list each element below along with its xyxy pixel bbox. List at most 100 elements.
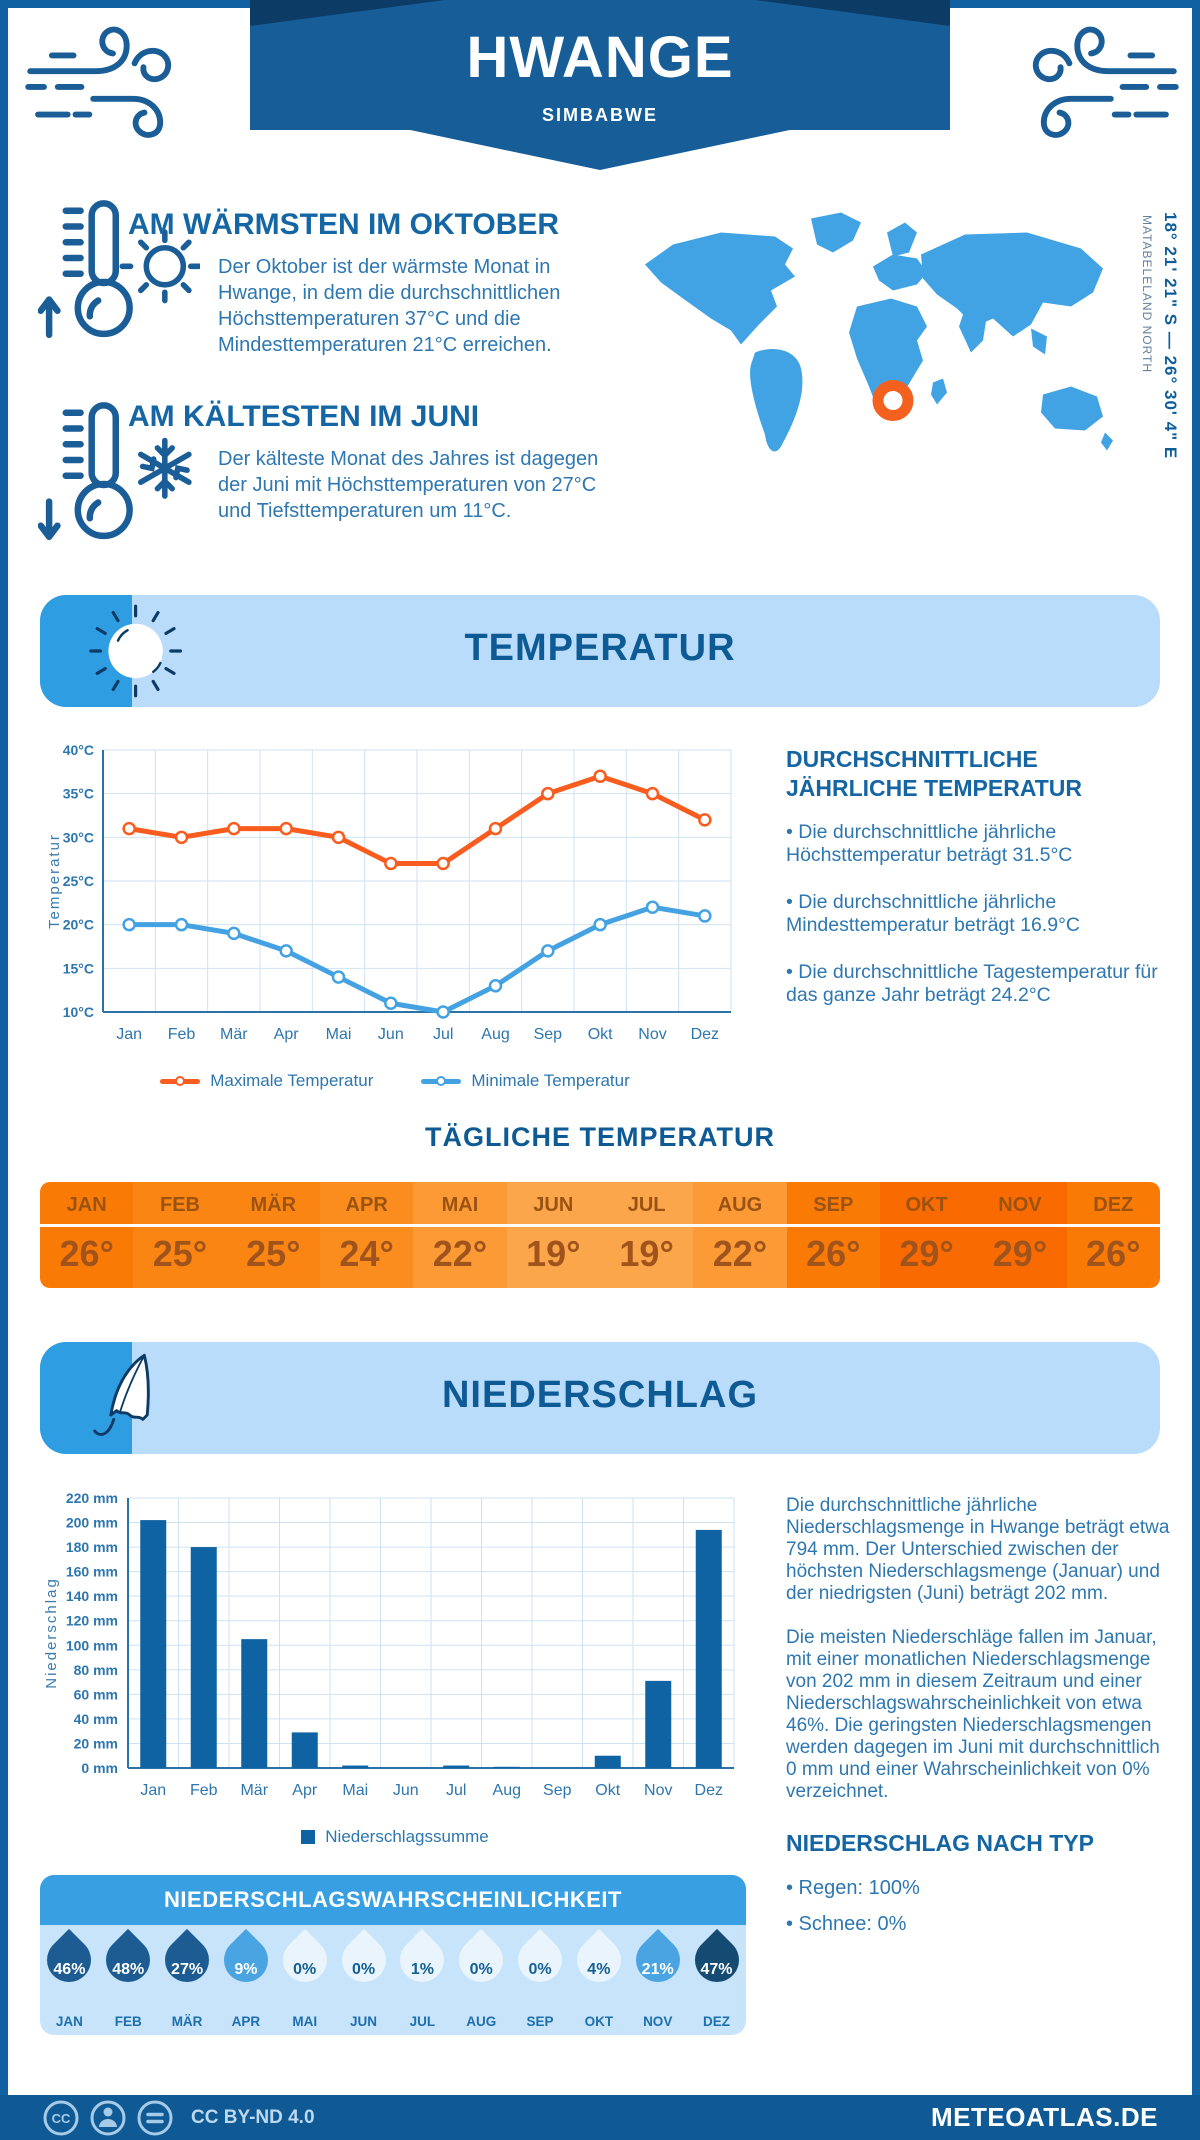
daily-temp-cell-aug: AUG 22° [693,1182,787,1288]
by-type-bullet-0: • Regen: 100% [786,1876,920,1899]
precipitation-chart-legend: Niederschlagssumme [40,1827,750,1847]
raindrop-icon [155,1928,219,1992]
svg-text:Aug: Aug [493,1782,521,1799]
site-name: METEOATLAS.DE [930,2102,1158,2132]
svg-text:Apr: Apr [292,1782,318,1799]
daily-temp-cell-apr: APR 24° [319,1182,414,1288]
probability-value: 0% [351,1961,376,1978]
month-label: AUG [717,1194,763,1216]
raindrop-icon [273,1928,336,1992]
attribution-person-icon [90,2100,126,2135]
svg-text:Sep: Sep [543,1782,572,1799]
month-label: OKT [905,1194,948,1216]
month-label: APR [231,2014,261,2029]
page-border-right [1192,0,1200,2140]
annual-temperature-heading: DURCHSCHNITTLICHE JÄHRLICHE TEMPERATUR [786,746,1083,801]
svg-text:Okt: Okt [588,1026,613,1043]
coldest-heading: AM KÄLTESTEN IM JUNI [128,400,480,433]
legend-label: Maximale Temperatur [210,1071,374,1090]
svg-text:10°C: 10°C [63,1004,94,1020]
temperature-value: 22° [432,1233,488,1274]
svg-text:25°C: 25°C [63,873,94,889]
svg-text:CC: CC [52,2111,71,2126]
svg-text:20°C: 20°C [63,917,94,933]
daily-temp-cell-jan: JAN 26° [40,1182,134,1288]
probability-cell-apr: 9% APR [214,1925,278,2035]
page-title: HWANGE [466,25,734,90]
svg-text:Mai: Mai [342,1782,368,1799]
temperature-value: 19° [619,1233,674,1274]
temperature-line-chart: 10°C 15°C 20°C 25°C 30°C 35°C 40°C Jan Feb Mär Apr… [46,742,732,1043]
temperature-value: 25° [246,1233,301,1274]
probability-cell-sep: 0% SEP [508,1925,572,2035]
precipitation-by-type-heading: NIEDERSCHLAG NACH TYP [786,1830,1094,1856]
svg-text:Apr: Apr [274,1026,300,1043]
daily-temp-cell-mai: MAI 22° [413,1182,507,1288]
svg-text:80 mm: 80 mm [74,1662,118,1678]
probability-value: 1% [410,1961,434,1978]
wind-icon-left [25,26,172,138]
svg-text:220 mm: 220 mm [66,1490,118,1506]
month-label: DEZ [1093,1194,1134,1216]
precipitation-paragraphs: Die durchschnittliche jährliche Niedersc… [786,1495,1171,1803]
daily-temp-cell-feb: FEB 25° [133,1182,227,1288]
snowflake-icon [137,437,192,499]
svg-text:Nov: Nov [644,1782,672,1799]
precipitation-paragraph-1: Die meisten Niederschläge fallen im Janu… [786,1627,1160,1802]
svg-text:40°C: 40°C [63,742,94,758]
svg-text:Jun: Jun [393,1782,419,1799]
warmest-heading: AM WÄRMSTEN IM OKTOBER [128,208,560,241]
precipitation-section-header: NIEDERSCHLAG [40,1342,1160,1454]
raindrop-icon [40,1928,101,1992]
location-coordinates: 18° 21' 21" S — 26° 30' 4" E [1161,212,1180,460]
sun-icon [119,229,200,304]
month-label: AUG [466,2014,497,2029]
no-derivatives-icon [137,2100,173,2135]
svg-text:Jun: Jun [378,1026,404,1043]
thermometer-warm-icon [38,200,200,339]
precipitation-probability-drops: 46% JAN 48% FEB 27% MÄR 9% APR 0% MAI 0% JUN 1% JUL 0%… [40,1925,746,2035]
raindrop-icon [685,1928,746,1992]
probability-value: 47% [700,1961,733,1978]
page-border-left [0,0,8,2140]
svg-text:Mär: Mär [220,1026,248,1043]
daily-temp-cell-jun: JUN 19° [506,1182,600,1288]
sun-icon [89,604,182,698]
svg-text:Mär: Mär [240,1782,268,1799]
warmest-text: Der Oktober ist der wärmste Monat in Hwa… [218,256,561,356]
temperature-value: 24° [339,1233,394,1274]
month-label: SEP [526,2014,554,2029]
precipitation-text-panel: Die durchschnittliche jährliche Niedersc… [786,1495,1171,1948]
month-label: MÄR [171,2014,203,2029]
svg-text:160 mm: 160 mm [66,1564,118,1580]
svg-text:Jul: Jul [433,1026,453,1043]
probability-cell-dez: 47% DEZ [685,1925,746,2035]
svg-text:180 mm: 180 mm [66,1539,118,1555]
probability-value: 27% [171,1961,204,1978]
thermometer-cold-icon [38,402,192,541]
probability-value: 48% [112,1961,145,1978]
month-label: JUN [533,1194,574,1216]
probability-cell-jul: 1% JUL [391,1925,454,2035]
page-subtitle: SIMBABWE [542,105,658,125]
annual-bullet-1: • Die durchschnittliche jährliche Mindes… [786,890,1080,936]
header-banner: HWANGE SIMBABWE [250,0,950,170]
legend-line-marker [160,1076,201,1086]
svg-text:Sep: Sep [534,1026,563,1043]
month-label: JAN [66,1194,107,1216]
temperature-value: 22° [712,1233,768,1274]
svg-text:Feb: Feb [190,1782,218,1799]
raindrop-icon [626,1928,689,1992]
probability-value: 46% [53,1961,86,1978]
license-text: CC BY-ND 4.0 [191,2106,315,2128]
precipitation-probability-block: NIEDERSCHLAGSWAHRSCHEINLICHKEIT 46% JAN 48… [40,1875,746,2035]
svg-text:Jan: Jan [116,1026,142,1043]
legend-item-0: Maximale Temperatur [160,1071,373,1091]
month-label: JUL [409,2014,436,2029]
license-group: CC CC BY-ND 4.0 [42,2099,315,2137]
temperature-chart-block: 10°C 15°C 20°C 25°C 30°C 35°C 40°C Jan Feb Mär Apr… [45,738,745,1091]
legend-item-1: Minimale Temperatur [421,1071,630,1091]
svg-text:30°C: 30°C [63,829,94,845]
raindrop-icon [332,1928,395,1992]
